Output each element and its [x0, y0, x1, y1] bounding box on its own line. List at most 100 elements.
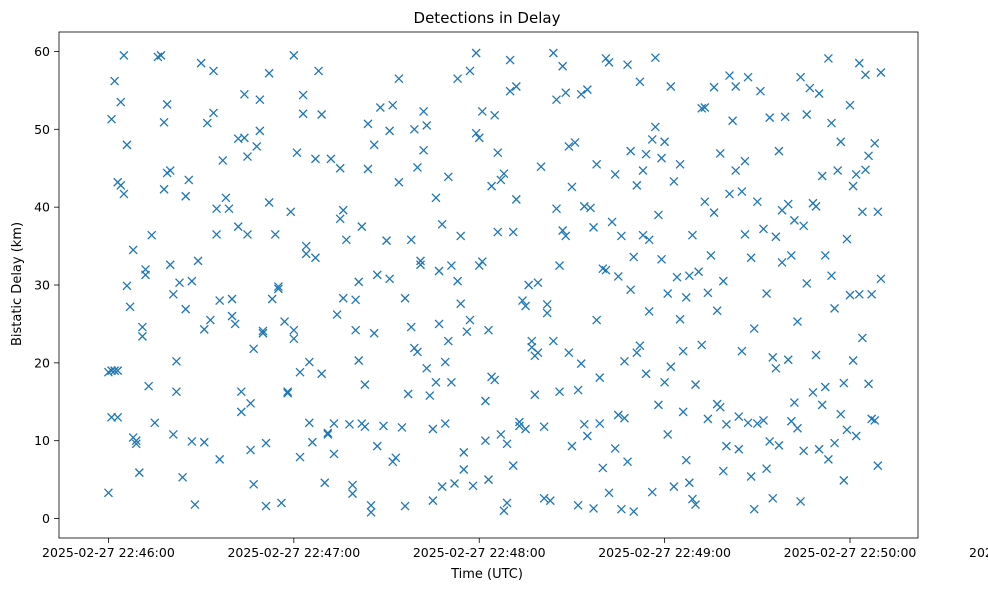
data-point: [842, 234, 852, 244]
data-point: [369, 140, 379, 150]
data-point: [366, 507, 376, 517]
data-point: [372, 441, 382, 451]
data-point: [663, 430, 673, 439]
data-point: [814, 444, 824, 454]
data-point: [369, 328, 379, 338]
data-point: [246, 398, 256, 408]
data-point: [187, 276, 197, 286]
data-point: [586, 203, 595, 213]
data-point: [582, 431, 592, 441]
data-point: [193, 256, 203, 266]
data-point: [493, 148, 503, 158]
data-point: [320, 478, 330, 488]
data-point: [348, 489, 358, 499]
data-point: [558, 226, 568, 235]
data-point: [774, 146, 784, 156]
data-point: [857, 333, 867, 343]
x-tick-label: 2025-02-27 22:49:00: [598, 545, 731, 560]
data-point: [113, 412, 123, 422]
data-point: [539, 422, 549, 432]
data-point: [783, 199, 793, 209]
data-point: [762, 464, 772, 474]
data-point: [175, 278, 184, 288]
data-point: [344, 419, 354, 429]
scatter-markers: [103, 48, 886, 517]
data-point: [465, 66, 475, 76]
data-point: [289, 325, 299, 335]
data-point: [311, 253, 320, 263]
data-point: [619, 356, 629, 366]
data-point: [422, 363, 432, 373]
data-point: [755, 86, 765, 96]
data-point: [205, 315, 215, 325]
data-point: [307, 437, 317, 447]
data-point: [576, 359, 586, 369]
data-point: [209, 108, 218, 118]
data-point: [839, 475, 849, 485]
data-point: [592, 315, 602, 325]
data-point: [672, 272, 682, 282]
data-point: [771, 232, 781, 242]
data-point: [456, 299, 466, 309]
data-point: [749, 504, 759, 514]
data-point: [391, 453, 401, 463]
data-point: [443, 172, 453, 182]
data-point: [159, 184, 169, 194]
data-point: [400, 501, 410, 511]
data-point: [725, 189, 734, 199]
data-point: [468, 481, 478, 491]
data-point: [131, 439, 141, 449]
data-point: [162, 99, 172, 109]
data-point: [304, 357, 314, 367]
data-point: [681, 455, 691, 465]
data-point: [709, 82, 719, 92]
data-point: [607, 217, 617, 227]
data-point: [252, 141, 262, 151]
data-point: [317, 369, 327, 379]
data-point: [734, 444, 744, 454]
data-point: [212, 229, 222, 239]
data-point: [199, 324, 209, 334]
data-point: [576, 89, 586, 99]
data-point: [842, 425, 852, 435]
data-point: [740, 229, 750, 239]
data-point: [675, 159, 685, 169]
data-point: [700, 103, 710, 112]
data-point: [264, 198, 274, 207]
data-point: [422, 120, 432, 130]
x-tick-label: 2025-02-27 22:48:00: [413, 545, 546, 560]
data-point: [561, 88, 571, 98]
data-point: [224, 204, 234, 214]
data-point: [873, 461, 883, 471]
data-point: [144, 381, 154, 391]
data-point: [789, 215, 799, 225]
data-point: [626, 146, 636, 156]
x-tick-label: 2025-02-27 22:47:00: [227, 545, 360, 560]
data-point: [737, 346, 747, 356]
data-point: [820, 250, 830, 260]
data-point: [490, 375, 500, 385]
data-point: [743, 418, 753, 428]
data-point: [740, 156, 750, 166]
data-point: [632, 180, 642, 190]
data-point: [484, 325, 493, 335]
data-point: [496, 175, 506, 185]
data-point: [471, 128, 481, 138]
data-point: [799, 446, 809, 456]
data-point: [437, 482, 447, 492]
data-point: [354, 277, 364, 287]
data-point: [484, 475, 493, 485]
data-point: [638, 230, 648, 240]
data-point: [317, 110, 327, 119]
data-point: [477, 257, 487, 267]
data-point: [802, 278, 812, 288]
data-point: [511, 82, 521, 91]
data-point: [731, 166, 741, 176]
data-point: [619, 413, 629, 423]
data-point: [641, 149, 651, 159]
data-point: [823, 454, 833, 464]
data-point: [434, 266, 444, 276]
data-point: [341, 235, 351, 245]
data-point: [280, 317, 290, 327]
data-point: [125, 302, 135, 312]
